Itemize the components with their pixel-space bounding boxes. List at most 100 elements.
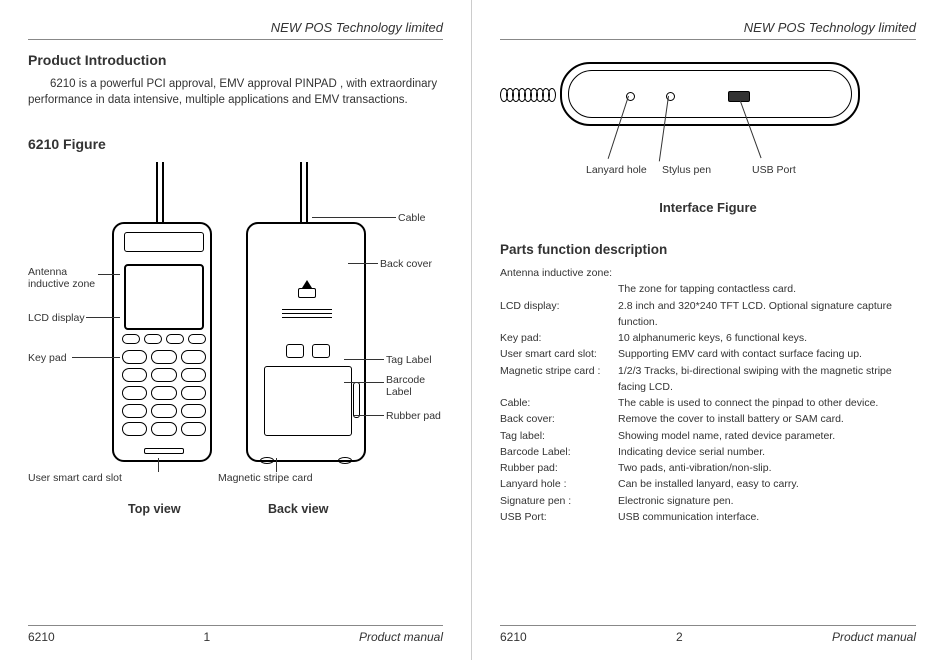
- caption-back-view: Back view: [268, 502, 328, 516]
- lead-line: [344, 382, 384, 383]
- footer-rule: [28, 625, 443, 626]
- coil-cable-icon: [500, 88, 560, 102]
- parts-row: Barcode Label:Indicating device serial n…: [500, 444, 916, 460]
- company-header: NEW POS Technology limited: [28, 20, 443, 35]
- parts-key: Back cover:: [500, 411, 618, 427]
- parts-value: [618, 265, 916, 281]
- label-smartcard: User smart card slot: [28, 472, 122, 484]
- label-backcover: Back cover: [380, 258, 432, 270]
- lead-line: [98, 274, 120, 275]
- lead-line: [158, 458, 159, 472]
- parts-key: Magnetic stripe card :: [500, 363, 618, 396]
- parts-value: USB communication interface.: [618, 509, 916, 525]
- parts-value: 10 alphanumeric keys, 6 functional keys.: [618, 330, 916, 346]
- grip-lines: [282, 306, 332, 321]
- device-back-view: [246, 222, 366, 462]
- footer: 6210 1 Product manual: [28, 625, 443, 644]
- page-1: NEW POS Technology limited Product Intro…: [0, 0, 472, 660]
- parts-value: Can be installed lanyard, easy to carry.: [618, 476, 916, 492]
- parts-value: The cable is used to connect the pinpad …: [618, 395, 916, 411]
- parts-row: User smart card slot:Supporting EMV card…: [500, 346, 916, 362]
- parts-key: Signature pen :: [500, 493, 618, 509]
- cable-line: [156, 162, 158, 224]
- parts-row: Lanyard hole :Can be installed lanyard, …: [500, 476, 916, 492]
- lead-line: [276, 458, 277, 472]
- parts-key: User smart card slot:: [500, 346, 618, 362]
- footer-manual: Product manual: [359, 630, 443, 644]
- parts-row: Antenna inductive zone:: [500, 265, 916, 281]
- parts-row: Tag label:Showing model name, rated devi…: [500, 428, 916, 444]
- parts-value: Remove the cover to install battery or S…: [618, 411, 916, 427]
- lcd-display: [124, 264, 204, 330]
- label-stylus: Stylus pen: [662, 164, 711, 176]
- parts-value: 1/2/3 Tracks, bi-directional swiping wit…: [618, 363, 916, 396]
- lead-line: [72, 357, 120, 358]
- interface-caption: Interface Figure: [500, 200, 916, 215]
- function-keys: [122, 334, 206, 344]
- lead-line: [354, 415, 384, 416]
- caption-top-view: Top view: [128, 502, 181, 516]
- label-magstripe: Magnetic stripe card: [218, 472, 313, 484]
- parts-row: Key pad:10 alphanumeric keys, 6 function…: [500, 330, 916, 346]
- antenna-zone: [124, 232, 204, 252]
- cable-line: [306, 162, 308, 224]
- lead-line: [312, 217, 396, 218]
- company-header: NEW POS Technology limited: [500, 20, 916, 35]
- parts-key: Barcode Label:: [500, 444, 618, 460]
- section-title: Product Introduction: [28, 52, 443, 68]
- magstripe-ridge: [353, 382, 360, 418]
- parts-row: Rubber pad: Two pads, anti-vibration/non…: [500, 460, 916, 476]
- label-usb: USB Port: [752, 164, 796, 176]
- parts-value: The zone for tapping contactless card.: [618, 281, 916, 297]
- rubber-pad-icon: [338, 457, 352, 464]
- parts-row: USB Port: USB communication interface.: [500, 509, 916, 525]
- parts-value: Electronic signature pen.: [618, 493, 916, 509]
- footer-page-number: 1: [203, 630, 210, 644]
- parts-row: Back cover:Remove the cover to install b…: [500, 411, 916, 427]
- figure-title: 6210 Figure: [28, 136, 443, 152]
- parts-key: LCD display:: [500, 298, 618, 331]
- parts-value: Supporting EMV card with contact surface…: [618, 346, 916, 362]
- cable-line: [162, 162, 164, 224]
- footer-rule: [500, 625, 916, 626]
- label-barcode: Barcode Label: [386, 374, 425, 398]
- parts-table: Antenna inductive zone:The zone for tapp…: [500, 265, 916, 525]
- header-rule: [500, 39, 916, 40]
- page-2: NEW POS Technology limited Lanyard hole …: [472, 0, 944, 660]
- parts-key: Antenna inductive zone:: [500, 265, 618, 281]
- header-rule: [28, 39, 443, 40]
- parts-row: The zone for tapping contactless card.: [500, 281, 916, 297]
- label-lcd: LCD display: [28, 312, 85, 324]
- footer-model: 6210: [28, 630, 55, 644]
- device-side-view: [560, 62, 860, 126]
- figure-6210: Antenna inductive zone LCD display Key p…: [28, 162, 443, 522]
- device-front-view: [112, 222, 212, 462]
- parts-key: Tag label:: [500, 428, 618, 444]
- lead-line: [344, 359, 384, 360]
- parts-key: Rubber pad:: [500, 460, 618, 476]
- keypad: [122, 350, 206, 436]
- label-taglabel: Tag Label: [386, 354, 432, 366]
- label-lanyard: Lanyard hole: [586, 164, 647, 176]
- parts-key: [500, 281, 618, 297]
- parts-value: 2.8 inch and 320*240 TFT LCD. Optional s…: [618, 298, 916, 331]
- parts-value: Showing model name, rated device paramet…: [618, 428, 916, 444]
- footer-manual: Product manual: [832, 630, 916, 644]
- parts-row: Signature pen :Electronic signature pen.: [500, 493, 916, 509]
- rubber-pad-icon: [260, 457, 274, 464]
- parts-title: Parts function description: [500, 242, 916, 257]
- back-cover-panel: [264, 366, 352, 436]
- intro-text: 6210 is a powerful PCI approval, EMV app…: [28, 76, 443, 108]
- footer-row: 6210 2 Product manual: [500, 630, 916, 644]
- parts-key: Cable:: [500, 395, 618, 411]
- parts-key: Key pad:: [500, 330, 618, 346]
- lead-line: [348, 263, 378, 264]
- cable-line: [300, 162, 302, 224]
- parts-value: Two pads, anti-vibration/non-slip.: [618, 460, 916, 476]
- parts-row: Magnetic stripe card :1/2/3 Tracks, bi-d…: [500, 363, 916, 396]
- parts-row: LCD display:2.8 inch and 320*240 TFT LCD…: [500, 298, 916, 331]
- lead-line: [86, 317, 120, 318]
- label-antenna: Antenna inductive zone: [28, 266, 95, 290]
- parts-key: Lanyard hole :: [500, 476, 618, 492]
- back-buttons: [286, 344, 330, 358]
